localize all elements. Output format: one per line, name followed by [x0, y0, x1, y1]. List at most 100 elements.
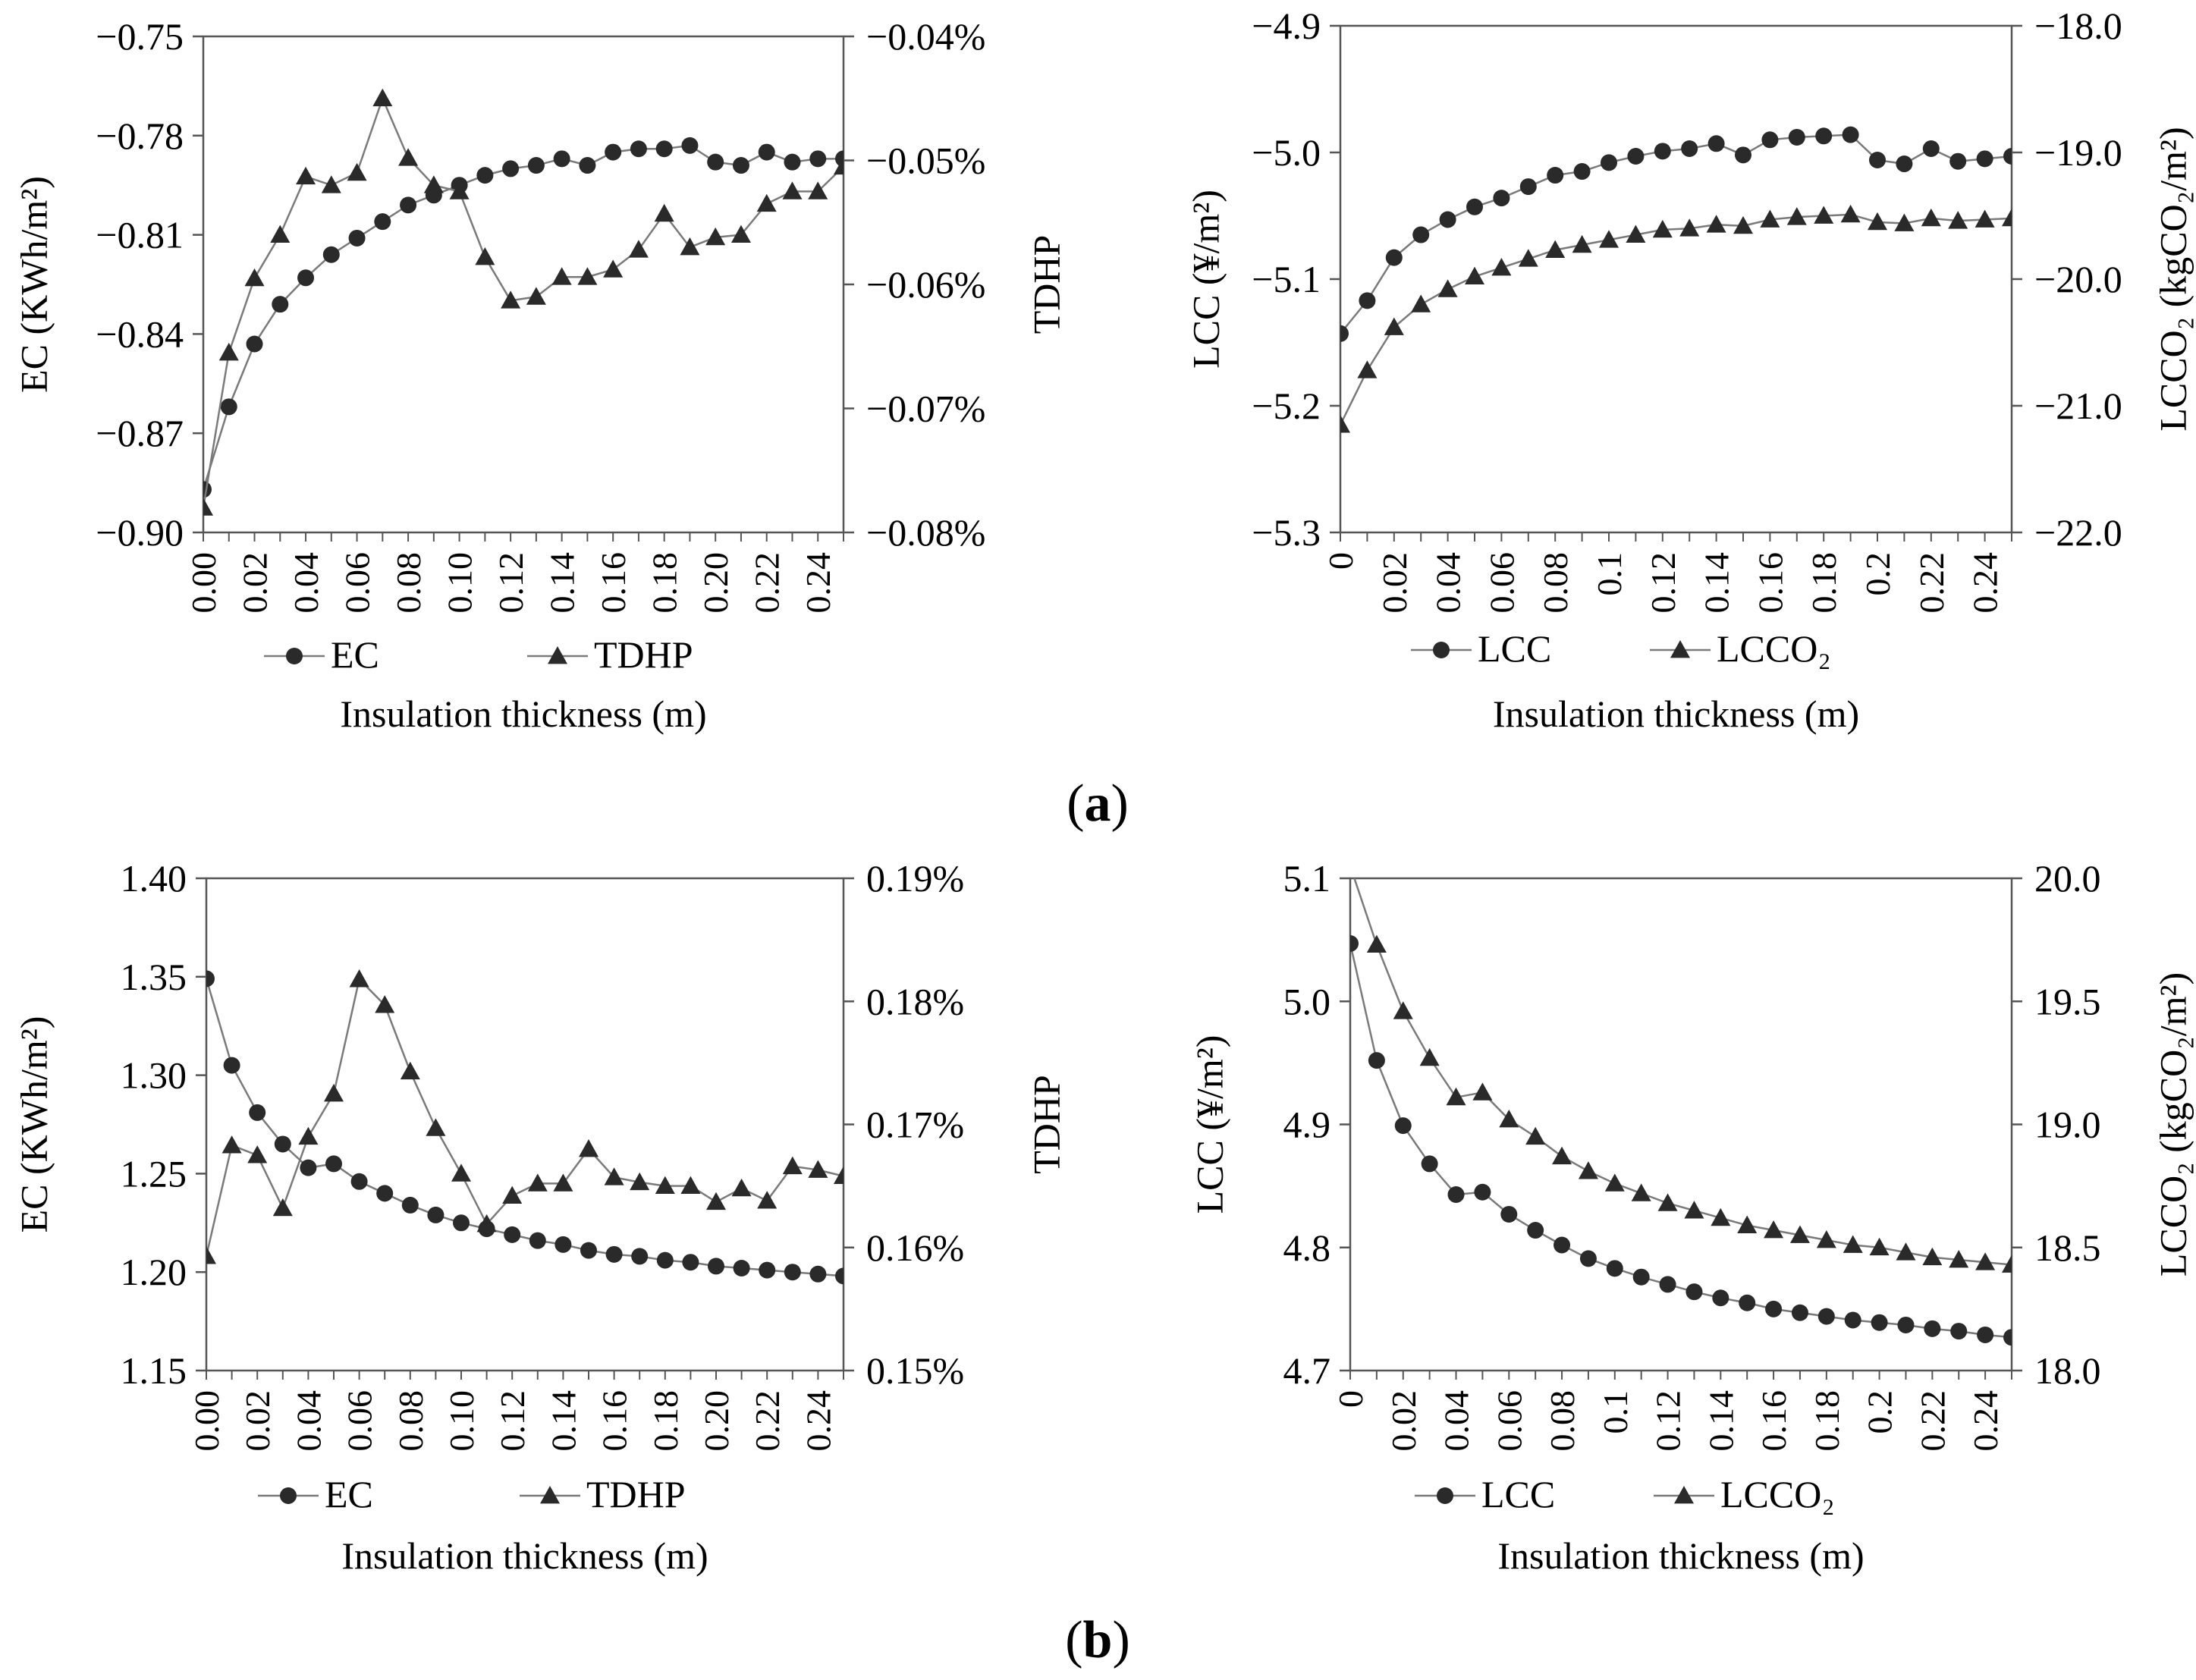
data-point — [1840, 204, 1861, 223]
x-tick-label: 0.20 — [696, 552, 735, 614]
data-point — [1685, 1283, 1703, 1301]
data-point — [1681, 140, 1698, 157]
data-point — [1706, 215, 1726, 233]
y-left-tick-label: 1.15 — [121, 1349, 187, 1392]
data-point — [374, 213, 391, 231]
data-point — [681, 137, 699, 154]
plot-area — [205, 877, 845, 1372]
x-tick-label: 0.04 — [289, 1390, 328, 1452]
y-left-tick-label: −4.9 — [1252, 5, 1321, 47]
series-markers-lcc — [1350, 934, 2012, 1346]
data-point — [1545, 240, 1566, 258]
x-tick-label: 0.1 — [1596, 1390, 1635, 1434]
data-point — [1975, 209, 1995, 228]
data-point — [1977, 1326, 1994, 1343]
x-tick-label: 0.18 — [1805, 552, 1843, 614]
data-point — [1815, 127, 1833, 145]
data-point — [400, 196, 417, 214]
x-tick-label: 0.14 — [1698, 552, 1736, 614]
data-point — [551, 267, 572, 285]
legend-marker — [548, 646, 567, 664]
data-point — [401, 1196, 419, 1214]
data-point — [1842, 126, 1859, 143]
data-point — [451, 1163, 471, 1182]
data-point — [707, 153, 724, 171]
y-left-tick-label: 1.30 — [121, 1054, 187, 1097]
data-point — [1711, 1207, 1731, 1226]
data-point — [1922, 1247, 1943, 1266]
data-point — [1491, 257, 1512, 276]
data-point — [1547, 167, 1564, 184]
data-point — [296, 166, 316, 185]
data-point — [1439, 211, 1456, 228]
data-point — [1350, 934, 1359, 952]
chart-b-right: 4.7 4.8 4.9 5.0 5.1 18.0 18.5 19.0 19.5 20.0 0 0.02… — [1188, 857, 2194, 1577]
y-right-tick-label: 19.0 — [2034, 1104, 2101, 1146]
data-point — [476, 1214, 497, 1233]
chart-a-right: −5.3 −5.2 −5.1 −5.0 −4.9 −22.0 −21.0 −20.0 −19.0… — [1184, 5, 2194, 735]
y-left-axis-title: LCC (¥/m²) — [1188, 1035, 1230, 1214]
data-point — [1789, 1225, 1810, 1243]
y-right-tick-label: 19.5 — [2034, 980, 2101, 1022]
data-point — [244, 268, 265, 287]
data-point — [1894, 213, 1915, 231]
series-markers-tdhp — [203, 88, 844, 516]
data-point — [246, 335, 263, 353]
data-point — [1949, 1249, 1969, 1268]
legend-label: LCC — [1481, 1473, 1555, 1515]
data-point — [1657, 1193, 1678, 1211]
data-point — [1868, 212, 1887, 231]
y-right-tick-label: −0.05% — [866, 140, 985, 182]
data-point — [1652, 219, 1673, 238]
y-right-tick-label: −20.0 — [2034, 258, 2122, 300]
data-point — [1733, 215, 1753, 234]
x-tick-label: 0.12 — [1649, 1390, 1688, 1452]
x-tick-label: 0.00 — [187, 1390, 226, 1452]
data-point — [706, 1192, 726, 1211]
data-point — [784, 1264, 801, 1281]
data-point — [1659, 1276, 1676, 1293]
data-point — [398, 148, 419, 166]
chart-a-left: −0.90 −0.87 −0.84 −0.81 −0.78 −0.75 −0.08% −0.0… — [12, 15, 1067, 735]
x-tick-label: 0.06 — [341, 1390, 379, 1452]
data-point — [1896, 155, 1913, 173]
x-tick-label: 0.18 — [646, 552, 684, 614]
x-tick-label: 0.04 — [287, 552, 325, 614]
data-point — [757, 1191, 778, 1209]
y-left-tick-label: 4.9 — [1283, 1104, 1331, 1146]
series-line-lcco₂ — [1353, 878, 2012, 1266]
data-point — [1419, 1047, 1440, 1066]
data-point — [1627, 148, 1645, 165]
y-right-tick-label: 0.17% — [866, 1104, 964, 1146]
x-tick-label: 0.16 — [1751, 552, 1789, 614]
series-line-tdhp — [206, 977, 844, 1257]
y-left-tick-label: −0.90 — [96, 511, 184, 554]
y-right-tick-label: −21.0 — [2034, 385, 2122, 427]
data-point — [1384, 317, 1404, 335]
data-point — [579, 1138, 598, 1157]
y-left-tick-label: −5.2 — [1252, 385, 1321, 427]
data-point — [1897, 1316, 1915, 1333]
data-point — [809, 1265, 827, 1283]
data-point — [1368, 1052, 1385, 1069]
x-tick-label: 0.16 — [594, 552, 633, 614]
y-left-axis-title: EC (KWh/m²) — [12, 176, 55, 393]
data-point — [1518, 249, 1538, 267]
data-point — [218, 342, 239, 361]
data-point — [553, 1173, 573, 1192]
series-markers-ec — [203, 137, 844, 498]
data-point — [526, 287, 546, 305]
data-point — [1948, 211, 1968, 229]
y-left-tick-label: −5.1 — [1252, 258, 1321, 300]
data-point — [605, 1245, 623, 1263]
data-point — [423, 175, 444, 193]
data-point — [476, 167, 494, 184]
x-tick-label: 0.16 — [1755, 1390, 1793, 1452]
x-tick-label: 0.22 — [1912, 552, 1951, 614]
data-point — [655, 1176, 675, 1195]
data-point — [1791, 1304, 1808, 1321]
data-point — [680, 237, 700, 256]
data-point — [1474, 1183, 1491, 1201]
x-tick-label: 0.22 — [1913, 1390, 1952, 1452]
x-tick-label: 0 — [1331, 1390, 1370, 1408]
